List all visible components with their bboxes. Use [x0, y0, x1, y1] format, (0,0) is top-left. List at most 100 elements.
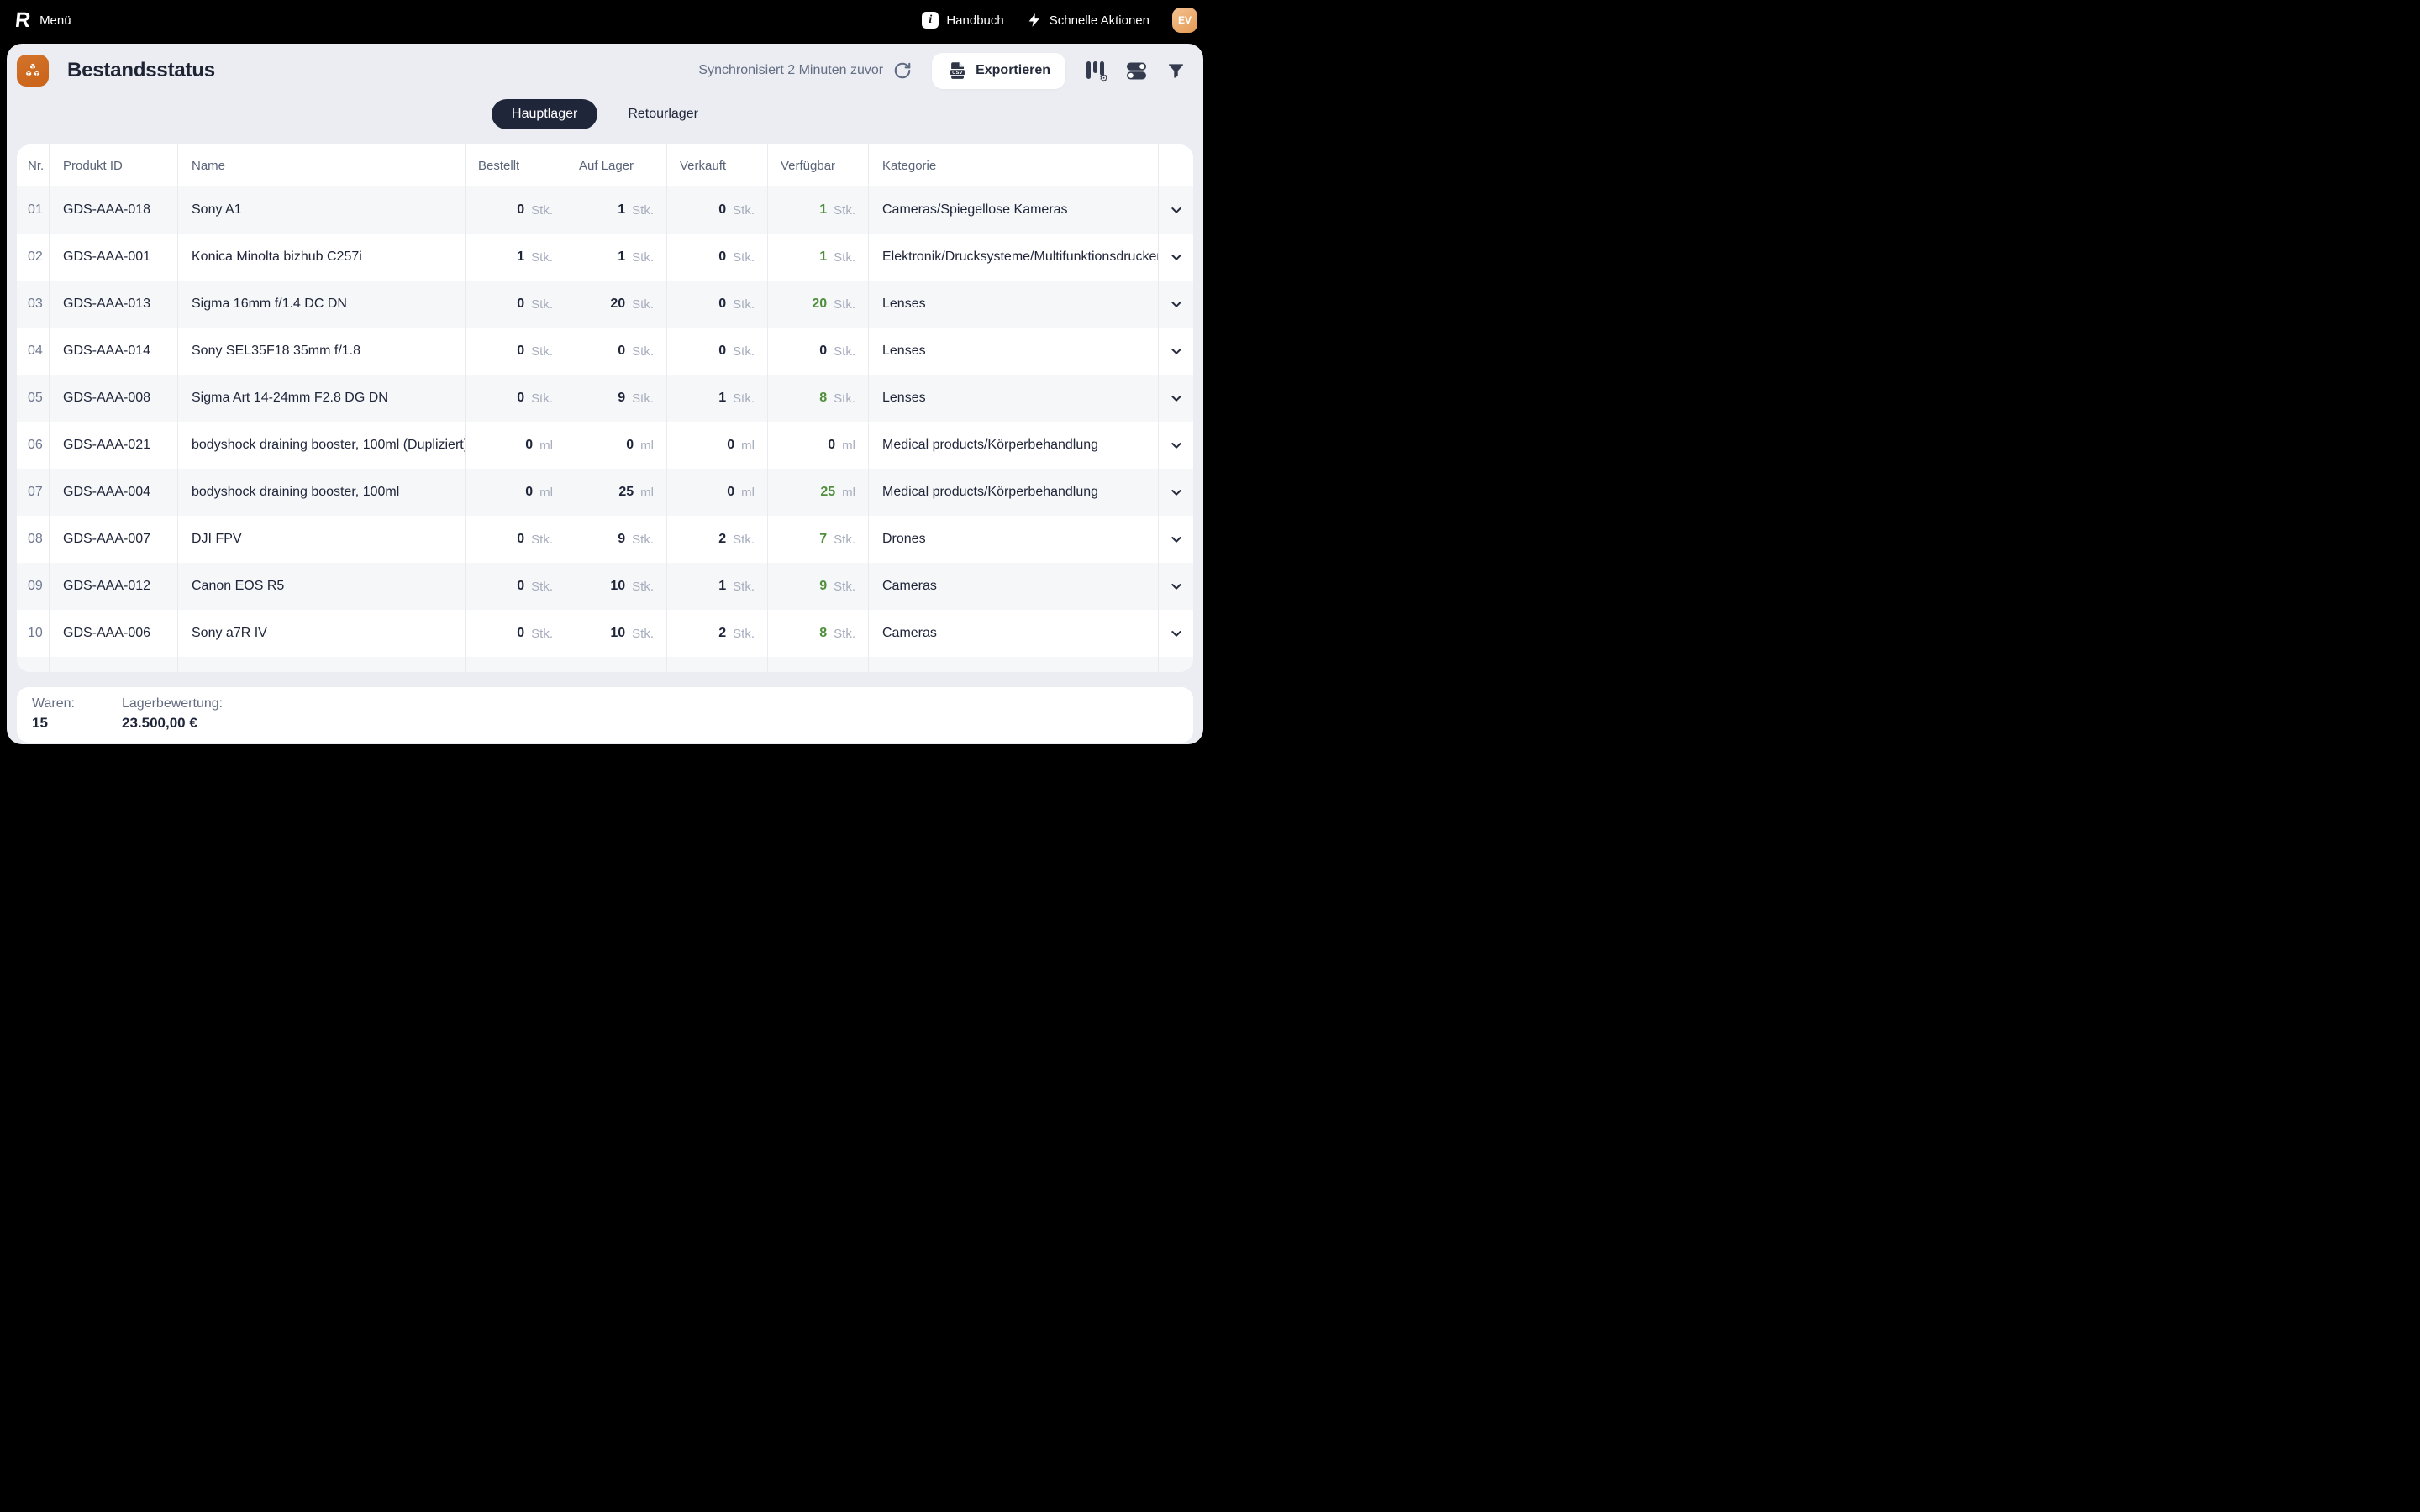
cell-product-name: Sony a7R IV [178, 610, 466, 657]
tab-retourlager[interactable]: Retourlager [608, 99, 718, 129]
chevron-down-icon [1171, 302, 1181, 307]
refresh-icon[interactable] [893, 61, 912, 80]
row-expand-button[interactable] [1166, 435, 1186, 455]
cell-bestellt: 1 Stk. [466, 234, 566, 281]
cell-product-name: DJI FPV [178, 516, 466, 563]
cell-expand [1159, 516, 1193, 563]
view-toggles-button[interactable] [1126, 61, 1147, 81]
cell-auf-lager: 20 Stk. [566, 281, 667, 328]
table-row[interactable]: 05 GDS-AAA-008 Sigma Art 14-24mm F2.8 DG… [17, 375, 1193, 422]
cell-auf-lager: 10 Stk. [566, 563, 667, 610]
table-row[interactable]: 02 GDS-AAA-001 Konica Minolta bizhub C25… [17, 234, 1193, 281]
svg-text:CSV: CSV [952, 71, 962, 76]
table-row[interactable]: 08 GDS-AAA-007 DJI FPV 0 Stk. 9 Stk. 2 Stk.… [17, 516, 1193, 563]
col-header-auf-lager: Auf Lager [566, 144, 667, 186]
cell-auf-lager: 1 Stk. [566, 234, 667, 281]
page-title: Bestandsstatus [67, 59, 215, 81]
menu-button[interactable]: R Menü [14, 8, 71, 32]
cell-auf-lager: 10 Stk. [566, 610, 667, 657]
chevron-down-icon [1171, 255, 1181, 260]
col-header-kategorie: Kategorie [869, 144, 1159, 186]
table-row[interactable]: 07 GDS-AAA-004 bodyshock draining booste… [17, 469, 1193, 516]
cell-product-name: Konica Minolta bizhub C257i [178, 234, 466, 281]
col-header-produkt-id: Produkt ID [50, 144, 178, 186]
row-expand-button[interactable] [1166, 623, 1186, 643]
cell-kategorie: Lenses [869, 375, 1159, 422]
row-expand-button[interactable] [1166, 529, 1186, 549]
tab-hauptlager[interactable]: Hauptlager [492, 99, 598, 129]
cell-product-name: Sony SEL35F18 35mm f/1.8 [178, 328, 466, 375]
col-header-verkauft: Verkauft [667, 144, 768, 186]
waren-value: 15 [32, 715, 48, 731]
table-row[interactable]: 10 GDS-AAA-006 Sony a7R IV 0 Stk. 10 Stk. … [17, 610, 1193, 657]
chevron-down-icon [1171, 207, 1181, 213]
cell-kategorie: Medical products/Körperbehandlung [869, 469, 1159, 516]
col-header-nr: Nr. [17, 144, 50, 186]
cell-product-name: bodyshock draining booster, 100ml [178, 469, 466, 516]
table-row[interactable]: 09 GDS-AAA-012 Canon EOS R5 0 Stk. 10 Stk.… [17, 563, 1193, 610]
cell-verkauft: 0 Stk. [667, 281, 768, 328]
book-info-icon: i [922, 12, 939, 29]
sync-status[interactable]: Synchronisiert 2 Minuten zuvor [698, 61, 912, 80]
table-row[interactable]: 01 GDS-AAA-018 Sony A1 0 Stk. 1 Stk. 0 Stk.… [17, 186, 1193, 234]
cell-auf-lager: 9 Stk. [566, 516, 667, 563]
chevron-down-icon [1171, 631, 1181, 637]
cell-verkauft: 2 Stk. [667, 610, 768, 657]
chevron-down-icon [1171, 490, 1181, 496]
cell-verkauft: 0 Stk. [667, 186, 768, 234]
cell-row-number: 05 [17, 375, 50, 422]
row-expand-button[interactable] [1166, 247, 1186, 267]
column-settings-button[interactable]: ⚙ [1086, 60, 1108, 83]
cell-bestellt: 0 Stk. [466, 610, 566, 657]
row-expand-button[interactable] [1166, 294, 1186, 314]
inventory-table: Nr. Produkt ID Name Bestellt Auf Lager V… [17, 144, 1193, 672]
row-expand-button[interactable] [1166, 200, 1186, 220]
col-header-bestellt: Bestellt [466, 144, 566, 186]
column-settings-icon: ⚙ [1086, 60, 1108, 83]
cell-row-number: 06 [17, 422, 50, 469]
col-header-verfuegbar: Verfügbar [768, 144, 869, 186]
cell-row-number: 01 [17, 186, 50, 234]
export-label: Exportieren [976, 63, 1050, 77]
table-row[interactable]: 06 GDS-AAA-021 bodyshock draining booste… [17, 422, 1193, 469]
row-expand-button[interactable] [1166, 388, 1186, 408]
cell-verkauft: 1 Stk. [667, 375, 768, 422]
cell-product-id: GDS-AAA-014 [50, 328, 178, 375]
cell-verfuegbar: 0 Stk. [768, 328, 869, 375]
cell-row-number: 04 [17, 328, 50, 375]
avatar[interactable]: EV [1172, 8, 1197, 33]
cell-kategorie: Cameras/Spiegellose Kameras [869, 186, 1159, 234]
waren-label: Waren: [32, 696, 75, 711]
cell-verfuegbar: 25 ml [768, 469, 869, 516]
cell-verfuegbar: 8 Stk. [768, 375, 869, 422]
sync-status-text: Synchronisiert 2 Minuten zuvor [698, 63, 884, 77]
lightning-bolt-icon [1028, 13, 1039, 27]
export-button[interactable]: CSV Exportieren [932, 52, 1065, 89]
lagerbewertung-value: 23.500,00 € [122, 715, 197, 731]
row-expand-button[interactable] [1166, 576, 1186, 596]
cell-verfuegbar: 1 Stk. [768, 186, 869, 234]
cell-bestellt: 0 Stk. [466, 563, 566, 610]
cell-row-number: 02 [17, 234, 50, 281]
topbar: R Menü i Handbuch Schnelle Aktionen EV [0, 0, 1210, 40]
filter-button[interactable] [1167, 61, 1185, 80]
table-row[interactable]: 04 GDS-AAA-014 Sony SEL35F18 35mm f/1.8 … [17, 328, 1193, 375]
col-header-name: Name [178, 144, 466, 186]
cell-bestellt: 0 Stk. [466, 186, 566, 234]
cell-kategorie: Drones [869, 516, 1159, 563]
cell-product-name: Sony A1 [178, 186, 466, 234]
cell-product-id: GDS-AAA-012 [50, 563, 178, 610]
handbook-button[interactable]: i Handbuch [922, 12, 1004, 29]
chevron-down-icon [1171, 584, 1181, 590]
cell-product-id: GDS-AAA-004 [50, 469, 178, 516]
cell-expand [1159, 186, 1193, 234]
cell-verfuegbar: 0 ml [768, 422, 869, 469]
row-expand-button[interactable] [1166, 341, 1186, 361]
quick-actions-button[interactable]: Schnelle Aktionen [1027, 12, 1150, 29]
cell-kategorie: Medical products/Körperbehandlung [869, 422, 1159, 469]
cell-product-name: bodyshock draining booster, 100ml (Dupli… [178, 422, 466, 469]
cell-verfuegbar: 20 Stk. [768, 281, 869, 328]
row-expand-button[interactable] [1166, 482, 1186, 502]
cell-auf-lager: 25 ml [566, 469, 667, 516]
